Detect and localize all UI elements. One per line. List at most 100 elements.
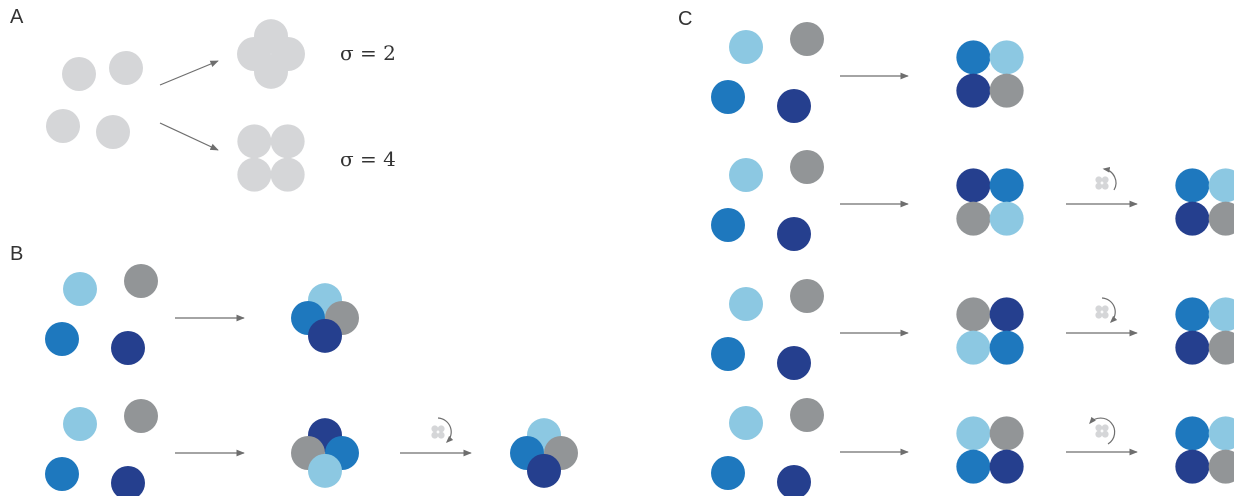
panel-a-monomers — [46, 51, 143, 149]
monomer — [729, 158, 763, 192]
panel-b-assembly — [291, 418, 359, 488]
subunit — [237, 124, 272, 159]
monomer — [124, 264, 158, 298]
monomer — [46, 109, 80, 143]
subunit — [1208, 168, 1234, 203]
assembly-diamond — [237, 19, 305, 89]
monomer — [729, 30, 763, 64]
monomer — [790, 150, 824, 184]
subunit — [989, 449, 1024, 484]
icon-dot — [437, 431, 445, 439]
icon-dot — [1101, 182, 1109, 190]
panel-c-monomers — [711, 279, 824, 380]
monomer — [790, 22, 824, 56]
panel-a-graphics — [46, 19, 305, 192]
panel-b-label: B — [10, 243, 24, 265]
panel-c-monomers — [711, 22, 824, 123]
subunit — [1175, 330, 1210, 365]
subunit — [989, 40, 1024, 75]
monomer — [124, 399, 158, 433]
panel-c-assembly — [956, 297, 1024, 365]
rotation-icon — [1095, 166, 1117, 191]
icon-dot — [1095, 430, 1103, 438]
monomer — [45, 322, 79, 356]
icon-dot — [1101, 430, 1109, 438]
rotation-arrow-icon — [1089, 416, 1116, 445]
icon-dot — [437, 425, 445, 433]
icon-dot — [1101, 311, 1109, 319]
subunit — [270, 124, 305, 159]
panel-a-label: A — [10, 6, 24, 28]
subunit — [1175, 168, 1210, 203]
monomer — [777, 346, 811, 380]
assembly-square — [237, 124, 305, 192]
panel-c-rotated-assembly — [1175, 416, 1234, 484]
subunit — [1175, 449, 1210, 484]
rotation-icon — [431, 417, 454, 444]
rotation-icon — [1095, 297, 1118, 324]
icon-dot — [1095, 176, 1103, 184]
panel-b-graphics — [45, 264, 578, 500]
subunit — [1175, 201, 1210, 236]
panel-b-rotated-assembly — [510, 418, 578, 488]
monomer — [777, 89, 811, 123]
monomer — [711, 337, 745, 371]
subunit — [956, 449, 991, 484]
subunit — [956, 330, 991, 365]
subunit — [1208, 201, 1234, 236]
subunit — [956, 297, 991, 332]
panel-c-label: C — [678, 8, 693, 30]
monomer — [62, 57, 96, 91]
monomer — [111, 466, 145, 500]
subunit — [989, 201, 1024, 236]
subunit — [989, 416, 1024, 451]
subunit — [270, 157, 305, 192]
arrow-to-diamond — [159, 60, 219, 86]
subunit — [1208, 449, 1234, 484]
monomer — [63, 272, 97, 306]
subunit — [1208, 416, 1234, 451]
sigma-label-square: σ = 4 — [340, 147, 396, 171]
monomer — [790, 398, 824, 432]
panel-c-assembly — [956, 416, 1024, 484]
arrow-to-square — [159, 122, 219, 151]
monomer — [777, 465, 811, 499]
rotation-arrow-icon — [437, 417, 454, 444]
icon-dot — [1095, 311, 1103, 319]
icon-dot — [1095, 424, 1103, 432]
subunit — [1208, 297, 1234, 332]
panel-c-graphics — [711, 22, 1234, 499]
subunit — [308, 318, 342, 353]
rotation-icon — [1089, 416, 1116, 445]
subunit — [254, 54, 288, 89]
panel-b-monomers — [45, 399, 158, 500]
panel-b-monomers — [45, 264, 158, 365]
monomer — [790, 279, 824, 313]
subunit — [237, 157, 272, 192]
panel-b-assembly — [291, 283, 359, 353]
subunit — [989, 330, 1024, 365]
monomer — [711, 80, 745, 114]
subunit — [956, 416, 991, 451]
subunit — [956, 73, 991, 108]
subunit — [527, 453, 561, 488]
monomer — [63, 407, 97, 441]
monomer — [45, 457, 79, 491]
subunit — [1208, 330, 1234, 365]
panel-c-monomers — [711, 150, 824, 251]
subunit — [989, 73, 1024, 108]
panel-c-assembly — [956, 168, 1024, 236]
subunit — [956, 168, 991, 203]
panel-c-rotated-assembly — [1175, 168, 1234, 236]
monomer — [729, 406, 763, 440]
monomer — [711, 208, 745, 242]
monomer — [109, 51, 143, 85]
subunit — [1175, 297, 1210, 332]
subunit — [956, 201, 991, 236]
subunit — [989, 168, 1024, 203]
monomer — [96, 115, 130, 149]
icon-dot — [1101, 424, 1109, 432]
rotation-arrow-icon — [1102, 166, 1117, 191]
